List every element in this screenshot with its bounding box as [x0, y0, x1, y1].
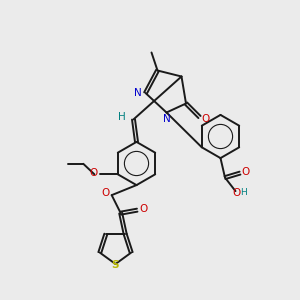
Text: O: O — [232, 188, 241, 198]
Text: O: O — [89, 168, 97, 178]
Text: O: O — [201, 113, 210, 124]
Text: S: S — [112, 260, 119, 270]
Text: N: N — [134, 88, 142, 98]
Text: N: N — [163, 114, 171, 124]
Text: O: O — [101, 188, 109, 198]
Text: O: O — [242, 167, 250, 177]
Text: H: H — [241, 188, 247, 197]
Text: H: H — [118, 112, 126, 122]
Text: O: O — [140, 204, 148, 214]
